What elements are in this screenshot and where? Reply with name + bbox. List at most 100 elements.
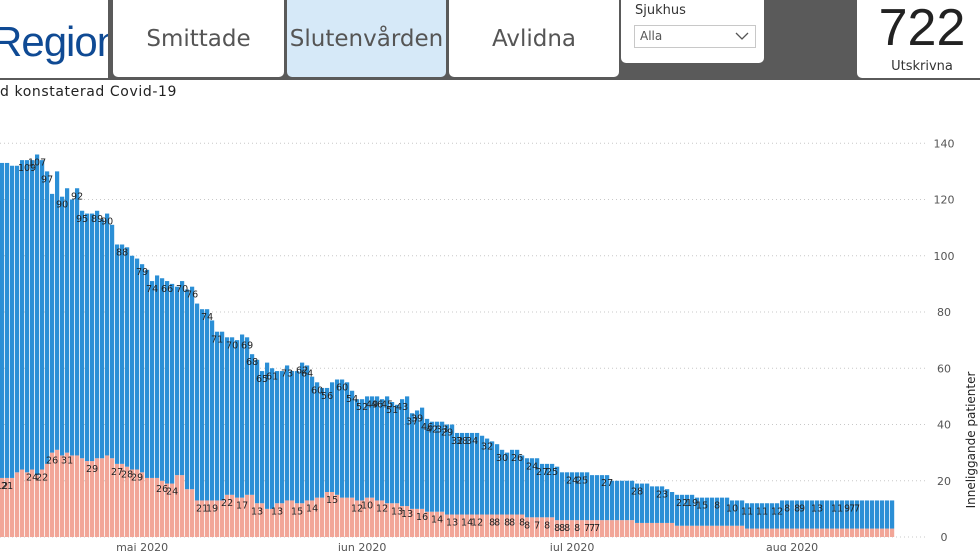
- bar-lower: [760, 528, 765, 537]
- y-tick-label: 120: [934, 194, 955, 207]
- bar-upper: [835, 500, 840, 529]
- bar-lower: [560, 520, 565, 537]
- bar-upper: [345, 382, 350, 498]
- bar-upper: [585, 472, 590, 521]
- data-label: 62: [296, 366, 308, 377]
- tab-smittade[interactable]: Smittade: [113, 0, 284, 77]
- bar-lower: [670, 522, 675, 537]
- bar-lower: [620, 520, 625, 537]
- bar-lower: [675, 525, 680, 537]
- bar-upper: [465, 432, 470, 515]
- data-label: 14: [431, 515, 443, 526]
- bar-upper: [810, 500, 815, 529]
- bar-lower: [765, 528, 770, 537]
- bar-lower: [265, 508, 270, 537]
- bar-lower: [350, 497, 355, 537]
- data-label: 24: [26, 473, 38, 484]
- bar-upper: [440, 421, 445, 512]
- tab-avlidna[interactable]: Avlidna: [449, 0, 619, 77]
- data-label: 52: [356, 402, 368, 413]
- bar-upper: [355, 399, 360, 501]
- data-label: 70: [176, 284, 188, 295]
- bar-upper: [60, 196, 65, 456]
- bar-lower: [220, 500, 225, 537]
- data-label: 33: [436, 425, 448, 436]
- data-label: 70: [226, 340, 238, 351]
- hospital-select-value: Alla: [640, 29, 663, 43]
- bar-upper: [780, 500, 785, 529]
- bar-lower: [285, 500, 290, 537]
- x-tick-label: jun 2020: [337, 541, 387, 551]
- bar-upper: [395, 404, 400, 504]
- data-label: 7: [849, 503, 855, 514]
- data-label: 56: [321, 391, 333, 402]
- bar-lower: [750, 528, 755, 537]
- bar-upper: [255, 359, 260, 504]
- bar-upper: [430, 421, 435, 512]
- x-tick-label: jul 2020: [549, 541, 595, 551]
- bar-lower: [755, 528, 760, 537]
- bar-upper: [665, 489, 670, 523]
- bar-lower: [430, 511, 435, 537]
- data-label: 26: [511, 453, 523, 464]
- bar-upper: [845, 500, 850, 529]
- bar-lower: [40, 469, 45, 537]
- bar-upper: [285, 365, 290, 501]
- hospital-select[interactable]: Alla: [634, 25, 756, 48]
- bar-upper: [145, 269, 150, 478]
- data-label: 68: [246, 357, 258, 368]
- bar-lower: [420, 508, 425, 537]
- bar-upper: [610, 480, 615, 521]
- bar-lower: [190, 489, 195, 537]
- bar-upper: [30, 160, 35, 470]
- bar-lower: [320, 497, 325, 537]
- bar-upper: [705, 497, 710, 526]
- bar-lower: [770, 528, 775, 537]
- bar-lower: [875, 528, 880, 537]
- y-tick-label: 0: [941, 531, 948, 544]
- bar-lower: [385, 503, 390, 537]
- bar-lower: [275, 503, 280, 537]
- data-label: 25: [576, 475, 588, 486]
- data-label: 29: [131, 473, 143, 484]
- bar-upper: [550, 463, 555, 518]
- bar-upper: [725, 497, 730, 526]
- bar-lower: [845, 528, 850, 537]
- data-label: 13: [811, 503, 823, 514]
- bar-lower: [375, 500, 380, 537]
- data-label: 27: [536, 467, 548, 478]
- data-label: 46: [371, 399, 383, 410]
- tab-smittade-label: Smittade: [146, 25, 251, 52]
- bar-lower: [805, 528, 810, 537]
- tab-slutenvarden[interactable]: Slutenvården: [287, 0, 446, 77]
- bar-lower: [260, 503, 265, 537]
- bar-upper: [210, 320, 215, 501]
- bar-lower: [825, 528, 830, 537]
- bar-lower: [120, 463, 125, 537]
- data-label: 49: [366, 399, 378, 410]
- data-label: 97: [41, 174, 53, 185]
- bar-lower: [390, 503, 395, 537]
- bar-lower: [20, 469, 25, 537]
- bar-lower: [330, 492, 335, 537]
- data-label: 28: [121, 470, 133, 481]
- bar-upper: [450, 424, 455, 515]
- bar-upper: [315, 382, 320, 498]
- bar-lower: [630, 520, 635, 537]
- bar-lower: [645, 522, 650, 537]
- bar-lower: [615, 520, 620, 537]
- bar-lower: [810, 528, 815, 537]
- bar-lower: [800, 528, 805, 537]
- bar-upper: [375, 396, 380, 501]
- bar-lower: [10, 477, 15, 537]
- bar-lower: [55, 449, 60, 537]
- bar-lower: [705, 525, 710, 537]
- bar-lower: [550, 517, 555, 537]
- bar-upper: [715, 497, 720, 526]
- bar-lower: [455, 514, 460, 537]
- bar-lower: [360, 500, 365, 537]
- bar-lower: [0, 477, 5, 537]
- data-label: 8: [489, 518, 495, 529]
- kpi-value: 722: [878, 0, 966, 57]
- bar-upper: [290, 371, 295, 501]
